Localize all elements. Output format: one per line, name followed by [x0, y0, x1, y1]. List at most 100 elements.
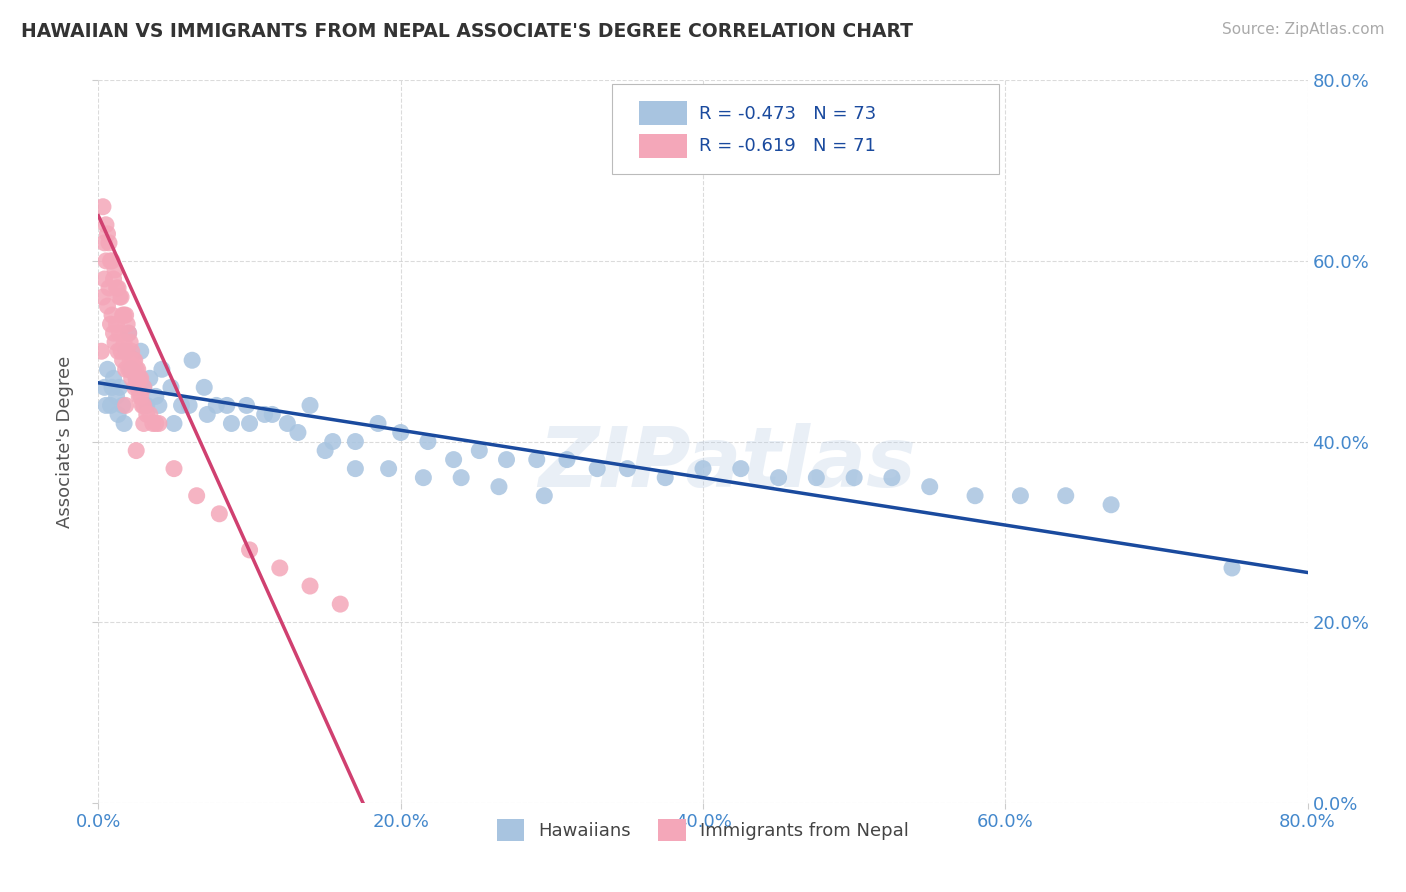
Point — [132, 380, 155, 394]
Point — [616, 461, 638, 475]
Point — [135, 398, 157, 412]
Point — [108, 326, 131, 340]
Point — [100, 398, 122, 412]
Point — [114, 308, 136, 322]
Point — [101, 254, 124, 268]
Point — [125, 443, 148, 458]
Point — [125, 362, 148, 376]
Point — [112, 308, 135, 322]
Point — [121, 362, 143, 376]
Point — [103, 326, 125, 340]
Point — [377, 461, 399, 475]
Point — [124, 353, 146, 368]
Point — [844, 471, 866, 485]
Point — [111, 398, 134, 412]
Point — [495, 452, 517, 467]
Point — [96, 227, 118, 241]
Point — [965, 489, 987, 503]
Point — [132, 380, 155, 394]
Point — [193, 380, 215, 394]
Point — [150, 362, 173, 376]
Point — [94, 218, 117, 232]
Point — [132, 417, 155, 431]
Point — [114, 362, 136, 376]
Point — [488, 480, 510, 494]
Text: Source: ZipAtlas.com: Source: ZipAtlas.com — [1222, 22, 1385, 37]
Point — [107, 344, 129, 359]
Point — [110, 290, 132, 304]
Point — [118, 326, 141, 340]
Y-axis label: Associate's Degree: Associate's Degree — [56, 355, 75, 528]
Point — [105, 389, 128, 403]
Point — [329, 597, 352, 611]
Point — [145, 389, 167, 403]
Point — [121, 371, 143, 385]
Point — [163, 417, 186, 431]
Point — [100, 254, 122, 268]
Point — [104, 335, 127, 350]
Point — [195, 408, 218, 422]
Point — [111, 308, 134, 322]
Point — [918, 480, 941, 494]
Point — [96, 362, 118, 376]
Point — [120, 335, 142, 350]
Point — [269, 561, 291, 575]
Point — [128, 371, 150, 385]
Point — [142, 417, 165, 431]
Point — [100, 317, 122, 331]
Point — [103, 371, 125, 385]
Point — [654, 471, 676, 485]
Point — [208, 507, 231, 521]
Point — [555, 452, 578, 467]
Point — [468, 443, 491, 458]
Point — [131, 398, 153, 412]
Point — [806, 471, 828, 485]
Point — [262, 408, 284, 422]
Point — [128, 389, 150, 403]
Bar — [638, 101, 688, 125]
Point — [127, 380, 149, 394]
Point — [314, 443, 336, 458]
Point — [107, 408, 129, 422]
Point — [880, 471, 903, 485]
Point — [124, 380, 146, 394]
Text: R = -0.473   N = 73: R = -0.473 N = 73 — [699, 104, 876, 122]
Point — [1099, 498, 1122, 512]
Point — [93, 380, 115, 394]
Text: R = -0.619   N = 71: R = -0.619 N = 71 — [699, 137, 876, 155]
Point — [344, 434, 367, 449]
Point — [125, 371, 148, 385]
Point — [450, 471, 472, 485]
Point — [101, 380, 124, 394]
Point — [186, 489, 208, 503]
Point — [98, 281, 121, 295]
Point — [139, 371, 162, 385]
Point — [115, 317, 138, 331]
Point — [730, 461, 752, 475]
Point — [135, 408, 157, 422]
Point — [121, 344, 143, 359]
Point — [160, 380, 183, 394]
Point — [215, 398, 238, 412]
Point — [115, 344, 138, 359]
Point — [412, 471, 434, 485]
Point — [93, 272, 115, 286]
Point — [91, 200, 114, 214]
Point — [127, 362, 149, 376]
Point — [120, 362, 142, 376]
Point — [129, 371, 152, 385]
Point — [96, 299, 118, 313]
Point — [179, 398, 201, 412]
Text: ZIPatlas: ZIPatlas — [538, 423, 917, 504]
Point — [107, 281, 129, 295]
Point — [170, 398, 193, 412]
Point — [101, 308, 124, 322]
Point — [181, 353, 204, 368]
Point — [253, 408, 276, 422]
Legend: Hawaiians, Immigrants from Nepal: Hawaiians, Immigrants from Nepal — [489, 812, 917, 848]
Point — [239, 542, 262, 557]
Point — [205, 398, 228, 412]
Point — [239, 417, 262, 431]
Point — [1010, 489, 1032, 503]
Point — [443, 452, 465, 467]
